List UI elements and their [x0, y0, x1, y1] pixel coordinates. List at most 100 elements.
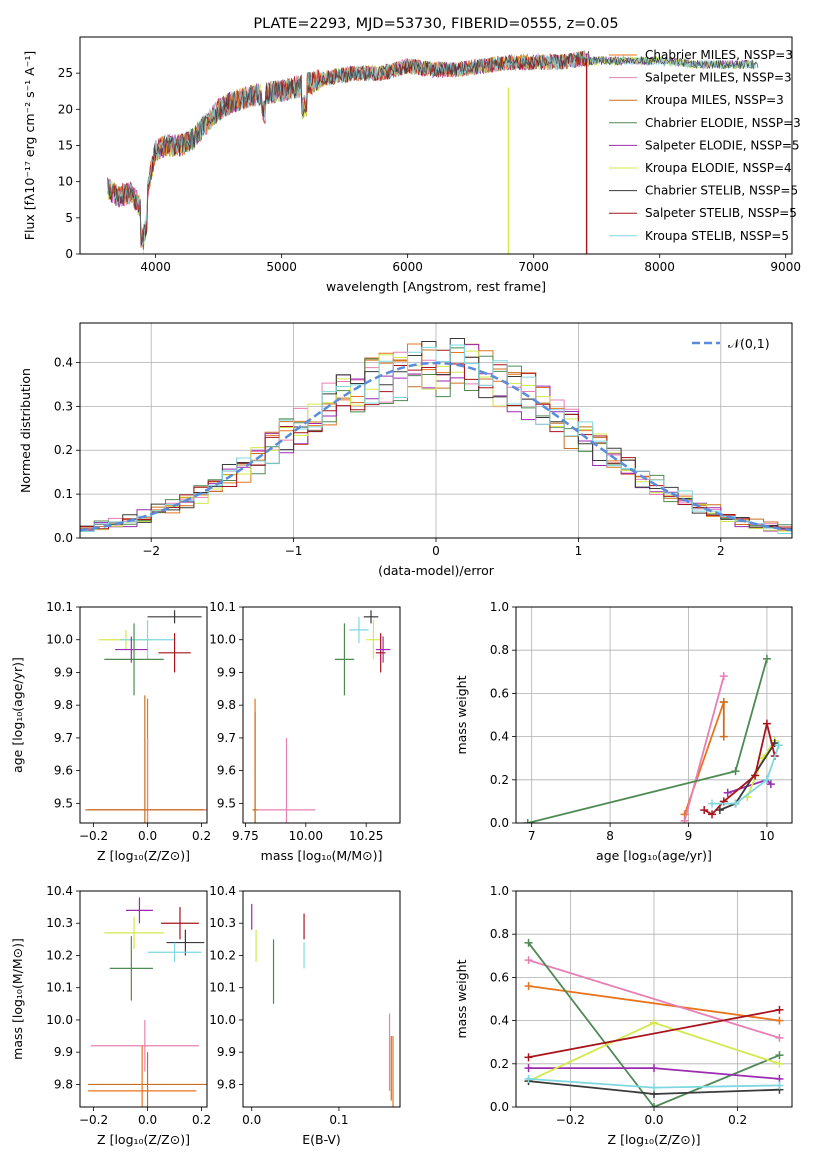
error-bars — [251, 903, 394, 1107]
x-tick-label: 0.2 — [192, 829, 211, 843]
y-tick-label: 0.6 — [490, 970, 509, 984]
chart-spectrum: PLATE=2293, MJD=53730, FIBERID=0555, z=0… — [22, 16, 801, 294]
residuals-frame — [79, 322, 793, 539]
x-tick-label: 7 — [528, 829, 536, 843]
y-tick-label: 9.6 — [54, 764, 73, 778]
y-tick-label: 0.0 — [490, 1100, 509, 1114]
y-tick-label: 9.7 — [54, 731, 73, 745]
y-tick-label: 9.8 — [217, 698, 236, 712]
weight-lines — [524, 938, 784, 1107]
weight_vs_Z-frame — [515, 890, 793, 1108]
age_vs_Z-frame — [79, 606, 208, 824]
y-tick-label: 9.9 — [54, 665, 73, 679]
y-tick-label: 0.2 — [490, 1057, 509, 1071]
y-axis-label: mass [log₁₀(M/M⊙)] — [10, 938, 25, 1060]
chart-age_vs_Z: −0.2 0.0 0.2 9.5 9.6 9.7 9.8 9.9 10.0 10.1 Z [log₁… — [10, 600, 211, 863]
weight-series-line — [528, 959, 780, 1039]
chart-title: PLATE=2293, MJD=53730, FIBERID=0555, z=0… — [253, 16, 618, 32]
y-tick-label: 1.0 — [490, 600, 509, 614]
y-tick-label: 9.8 — [54, 1077, 73, 1091]
y-tick-label: 9.9 — [217, 1045, 236, 1059]
y-tick-label: 9.9 — [217, 665, 236, 679]
spectrum-lines — [107, 50, 759, 254]
legend-label: Salpeter ELODIE, NSSP=5 — [645, 138, 800, 152]
weight_vs_age-frame — [515, 606, 793, 824]
error-bars — [85, 610, 207, 823]
y-tick-label: 0.2 — [54, 443, 73, 457]
y-tick-label: 10.1 — [46, 600, 73, 614]
x-axis-label: Z [log₁₀(Z/Z⊙)] — [97, 848, 190, 863]
chart-mass_vs_ebv: 0.0 0.1 9.8 9.9 10.0 10.1 10.2 10.3 10.4 E(B-V) — [209, 884, 401, 1147]
mass_vs_ebv-frame — [242, 890, 401, 1108]
y-tick-label: 0.0 — [490, 816, 509, 830]
weight-series-line — [527, 942, 780, 1107]
x-tick-label: −0.2 — [556, 1113, 585, 1127]
x-tick-label: −1 — [285, 544, 303, 558]
chart-weight_vs_age: 7 8 9 10 0.0 0.2 0.4 0.6 0.8 1.0 age [log₁₀(age/yr… — [454, 600, 793, 863]
x-tick-label: 9.75 — [232, 829, 259, 843]
x-tick-label: 10.25 — [349, 829, 383, 843]
weight-series-line — [528, 1008, 780, 1059]
legend-label: Chabrier ELODIE, NSSP=3 — [645, 116, 801, 130]
y-tick-label: 9.7 — [217, 731, 236, 745]
y-tick-label: 10.4 — [46, 884, 73, 898]
y-tick-label: 10.2 — [46, 948, 73, 962]
error-bars — [252, 610, 391, 823]
histogram-series — [80, 337, 792, 533]
y-tick-label: 0.1 — [54, 487, 73, 501]
x-axis-label: Z [log₁₀(Z/Z⊙)] — [608, 1132, 701, 1147]
legend-label: Chabrier MILES, NSSP=3 — [645, 48, 793, 62]
x-tick-label: 10.00 — [289, 829, 323, 843]
x-tick-label: 0.0 — [138, 829, 157, 843]
x-tick-label: 0.2 — [192, 1113, 211, 1127]
x-tick-label: −2 — [142, 544, 160, 558]
x-tick-label: 0.0 — [644, 1113, 663, 1127]
x-tick-label: 7000 — [518, 260, 549, 274]
y-tick-label: 0 — [65, 247, 73, 261]
error-bars — [88, 897, 207, 1107]
histogram-series — [80, 349, 792, 530]
x-tick-label: 0.2 — [728, 1113, 747, 1127]
legend-label: Kroupa MILES, NSSP=3 — [645, 93, 784, 107]
y-tick-label: 0.0 — [54, 531, 73, 545]
y-tick-label: 0.8 — [490, 927, 509, 941]
y-tick-label: 10.0 — [209, 633, 236, 647]
x-axis-label: mass [log₁₀(M/M⊙)] — [261, 848, 383, 863]
x-tick-label: 4000 — [140, 260, 171, 274]
chart-age_vs_mass: 9.75 10.00 10.25 9.5 9.6 9.7 9.8 9.9 10.0 10.1 mas… — [209, 600, 401, 863]
y-axis-label: mass weight — [454, 959, 469, 1038]
x-axis-label: (data-model)/error — [378, 563, 495, 578]
chart-mass_vs_Z: −0.2 0.0 0.2 9.8 9.9 10.0 10.1 10.2 10.3 10.4 Z [l… — [10, 884, 211, 1147]
y-tick-label: 9.9 — [54, 1045, 73, 1059]
legend-label: Salpeter STELIB, NSSP=5 — [645, 206, 797, 220]
legend-label: Salpeter MILES, NSSP=3 — [645, 71, 792, 85]
y-tick-label: 15 — [58, 139, 73, 153]
y-tick-label: 0.4 — [54, 355, 73, 369]
y-tick-label: 9.5 — [217, 796, 236, 810]
y-tick-label: 10 — [58, 175, 73, 189]
legend-label: Chabrier STELIB, NSSP=5 — [645, 184, 798, 198]
y-tick-label: 10.3 — [209, 916, 236, 930]
y-tick-label: 25 — [58, 66, 73, 80]
mass_vs_Z-frame — [79, 890, 208, 1108]
x-tick-label: 0.0 — [242, 1113, 261, 1127]
y-tick-label: 10.2 — [209, 948, 236, 962]
x-axis-label: wavelength [Angstrom, rest frame] — [326, 279, 546, 294]
x-tick-label: 0.0 — [138, 1113, 157, 1127]
chart-residuals: −2 −1 0 1 2 0.0 0.1 0.2 0.3 0.4 (data-model)/error… — [18, 322, 793, 578]
y-tick-label: 10.1 — [209, 600, 236, 614]
x-axis-label: Z [log₁₀(Z/Z⊙)] — [97, 1132, 190, 1147]
y-tick-label: 9.8 — [54, 698, 73, 712]
y-tick-label: 10.4 — [209, 884, 236, 898]
weight-series-line — [528, 985, 780, 1022]
y-axis-label: Normed distribution — [18, 368, 33, 493]
weight-lines — [523, 654, 783, 823]
y-tick-label: 5 — [65, 211, 73, 225]
histograms — [80, 337, 792, 535]
y-tick-label: 10.0 — [209, 1013, 236, 1027]
legend-label: Kroupa ELODIE, NSSP=4 — [645, 161, 792, 175]
x-tick-label: 6000 — [392, 260, 423, 274]
x-tick-label: 0.1 — [329, 1113, 348, 1127]
y-tick-label: 10.1 — [209, 981, 236, 995]
y-tick-label: 0.2 — [490, 773, 509, 787]
